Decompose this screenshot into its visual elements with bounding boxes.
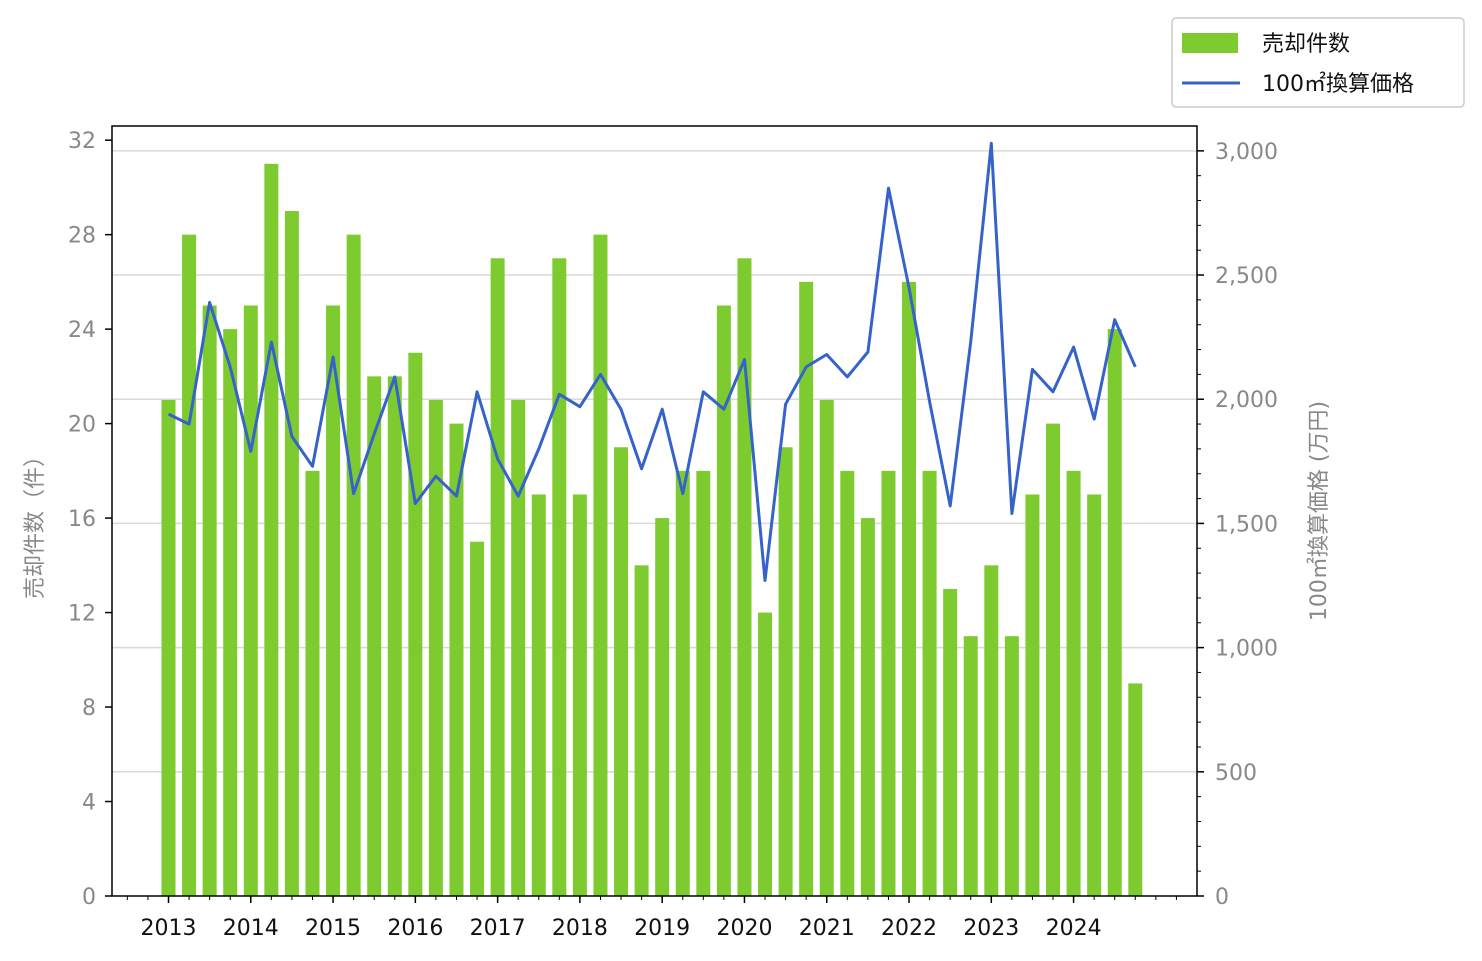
bar [470,541,485,896]
bar [614,447,629,896]
right-axis: 0 500 1,000 1,500 2,000 2,500 3,000 [1197,140,1278,910]
bar [737,258,752,897]
bar [490,258,505,897]
right-tick-label: 500 [1215,761,1257,786]
bar [1004,636,1019,896]
bar [902,281,917,897]
bar [326,305,341,896]
legend-label-bar: 売却件数 [1262,32,1350,57]
bar [202,305,217,896]
bar [799,281,814,897]
x-tick-label: 2017 [470,916,526,941]
left-tick-label: 0 [82,885,96,910]
right-tick-label: 0 [1215,885,1229,910]
bar [675,470,690,896]
price-line [167,141,1137,582]
bar [264,163,279,897]
bar [531,494,546,896]
left-tick-label: 8 [82,696,96,721]
axes [111,125,1198,897]
bar [1128,683,1143,896]
right-tick-label: 3,000 [1215,140,1278,165]
bar [634,565,649,896]
y-axis-label-right: 100㎡換算価格 (万円) [1306,401,1332,621]
bar [572,494,587,896]
bar [408,352,423,896]
legend-box [1171,17,1465,108]
bar [1107,329,1122,896]
left-tick-label: 4 [82,791,96,816]
x-tick-label: 2022 [881,916,937,941]
bar [305,470,320,896]
x-tick-label: 2013 [141,916,197,941]
x-tick-label: 2024 [1046,916,1102,941]
bar [716,305,731,896]
line-series [167,141,1137,582]
bar [346,234,361,897]
bar [655,518,670,896]
bar [449,423,464,896]
x-tick-label: 2019 [634,916,690,941]
right-tick-label: 1,500 [1215,512,1278,537]
bar [860,518,875,896]
x-tick-label: 2020 [716,916,772,941]
left-tick-label: 28 [68,224,96,249]
bar [963,636,978,896]
bar [284,211,299,897]
bar [552,258,567,897]
bar [881,470,896,896]
y-axis-label-left: 売却件数（件） [23,445,48,599]
left-tick-label: 16 [68,507,96,532]
bar [182,234,197,897]
x-tick-label: 2021 [799,916,855,941]
bar [922,470,937,896]
left-tick-label: 24 [68,318,96,343]
bar [1087,494,1102,896]
legend-label-line: 100㎡換算価格 [1262,71,1414,97]
right-tick-label: 1,000 [1215,637,1278,662]
bar [778,447,793,896]
bar [243,305,258,896]
x-tick-label: 2015 [305,916,361,941]
bar [161,399,176,896]
bar [387,376,402,896]
left-tick-label: 32 [68,129,96,154]
bar [223,329,238,896]
x-tick-label: 2014 [223,916,279,941]
bar [696,470,711,896]
bar [511,399,526,896]
x-tick-label: 2016 [387,916,443,941]
right-tick-label: 2,500 [1215,264,1278,289]
bar [1066,470,1081,896]
left-axis: 0 4 8 12 16 20 24 28 32 [68,129,112,910]
bar [943,588,958,896]
bar [840,470,855,896]
bar [1025,494,1040,896]
bar [984,565,999,896]
bar-series [161,163,1143,897]
bar [819,399,834,896]
bar [1046,423,1061,896]
bar [593,234,608,897]
left-tick-label: 12 [68,602,96,627]
right-tick-label: 2,000 [1215,388,1278,413]
x-axis: 2013 2014 2015 2016 2017 2018 2019 2020 2021 2022… [126,896,1177,941]
plot-frame [111,125,1198,897]
legend: 売却件数 100㎡換算価格 [1171,17,1465,108]
bar [758,612,773,896]
x-tick-label: 2023 [963,916,1019,941]
bar [367,376,382,896]
x-tick-label: 2018 [552,916,608,941]
left-tick-label: 20 [68,413,96,438]
legend-bar-swatch [1182,33,1238,53]
bar [428,399,443,896]
